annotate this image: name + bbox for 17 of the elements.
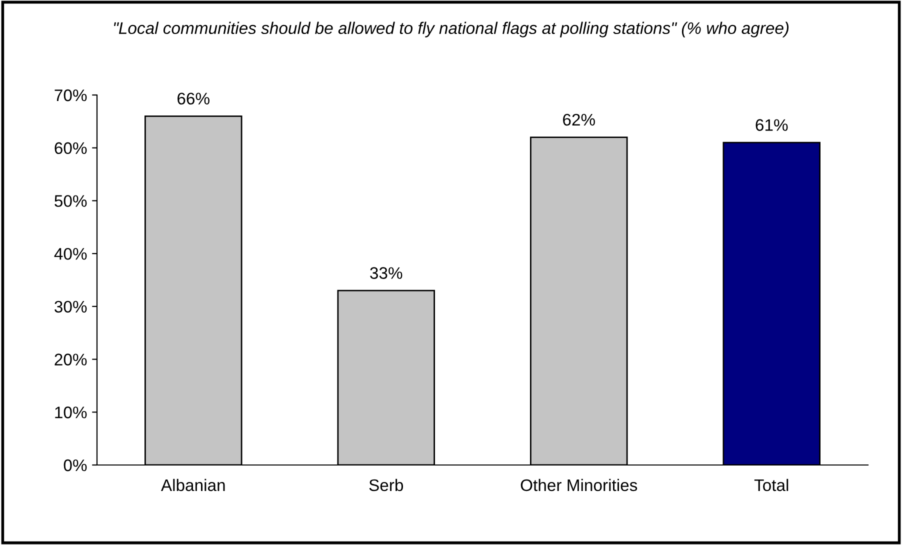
- y-tick-label: 50%: [54, 195, 87, 207]
- x-tick-label: Serb: [369, 478, 404, 492]
- data-label: 33%: [370, 267, 402, 279]
- y-tick-label: 30%: [54, 300, 87, 313]
- chart-title: "Local communities should be allowed to fly national flags at polling stations" (% who agree): [114, 22, 789, 38]
- data-label: 61%: [756, 119, 788, 131]
- y-tick-label: 40%: [54, 248, 87, 260]
- x-tick-label: Other Minorities: [520, 478, 638, 492]
- data-label: 62%: [563, 114, 595, 126]
- y-tick-label: 20%: [54, 354, 87, 366]
- y-tick-label: 10%: [55, 406, 87, 418]
- x-tick-label: Albanian: [160, 478, 225, 492]
- y-tick-label: 60%: [54, 142, 87, 154]
- y-tick-label: 0%: [64, 459, 87, 472]
- y-tick-label: 70%: [54, 89, 87, 102]
- x-tick-label: Total: [754, 478, 788, 492]
- data-label: 66%: [178, 92, 210, 105]
